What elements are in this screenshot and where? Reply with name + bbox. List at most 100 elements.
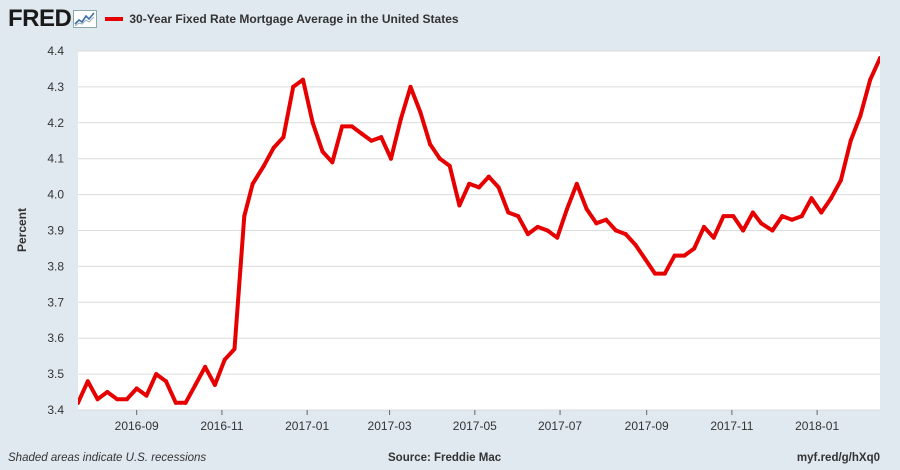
chart-header: FRED 30-Year Fixed Rate Mortgage Average… bbox=[8, 5, 459, 33]
data-point[interactable] bbox=[682, 253, 687, 258]
data-point[interactable] bbox=[789, 217, 794, 222]
data-point[interactable] bbox=[486, 174, 491, 179]
data-point[interactable] bbox=[643, 257, 648, 262]
y-tick-label: 3.8 bbox=[47, 259, 64, 273]
data-point[interactable] bbox=[467, 181, 472, 186]
data-point[interactable] bbox=[848, 138, 853, 143]
data-point[interactable] bbox=[271, 145, 276, 150]
data-point[interactable] bbox=[144, 393, 149, 398]
data-point[interactable] bbox=[878, 56, 882, 61]
data-point[interactable] bbox=[115, 397, 120, 402]
data-point[interactable] bbox=[408, 84, 413, 89]
data-point[interactable] bbox=[173, 400, 178, 405]
data-point[interactable] bbox=[203, 364, 208, 369]
data-point[interactable] bbox=[261, 163, 266, 168]
data-point[interactable] bbox=[183, 400, 188, 405]
data-point[interactable] bbox=[838, 178, 843, 183]
data-point[interactable] bbox=[164, 379, 169, 384]
data-point[interactable] bbox=[281, 135, 286, 140]
data-point[interactable] bbox=[291, 84, 296, 89]
data-point[interactable] bbox=[212, 382, 217, 387]
data-point[interactable] bbox=[477, 185, 481, 190]
data-point[interactable] bbox=[447, 163, 452, 168]
data-point[interactable] bbox=[428, 142, 433, 147]
data-point[interactable] bbox=[193, 382, 198, 387]
line-chart: 3.4 3.5 3.6 3.7 3.8 3.9 4.0 4.1 4.2 4.3 4.4 2016-0… bbox=[15, 44, 882, 433]
data-point[interactable] bbox=[594, 221, 599, 226]
data-point[interactable] bbox=[359, 131, 364, 136]
data-point[interactable] bbox=[388, 156, 393, 161]
y-tick-label: 4.4 bbox=[47, 44, 64, 58]
data-point[interactable] bbox=[759, 221, 764, 226]
data-point[interactable] bbox=[633, 242, 638, 247]
data-point[interactable] bbox=[711, 235, 716, 240]
data-point[interactable] bbox=[124, 397, 129, 402]
data-point[interactable] bbox=[653, 271, 658, 276]
data-point[interactable] bbox=[623, 232, 628, 237]
data-point[interactable] bbox=[721, 214, 726, 219]
data-point[interactable] bbox=[134, 386, 139, 391]
x-tick-label: 2018-01 bbox=[795, 419, 839, 433]
x-tick-label: 2017-05 bbox=[453, 419, 497, 433]
data-point[interactable] bbox=[349, 124, 354, 129]
x-tick-label: 2017-11 bbox=[710, 419, 753, 433]
data-point[interactable] bbox=[545, 228, 550, 233]
data-point[interactable] bbox=[750, 210, 755, 215]
data-point[interactable] bbox=[95, 397, 100, 402]
data-point[interactable] bbox=[250, 181, 255, 186]
legend-label: 30-Year Fixed Rate Mortgage Average in t… bbox=[129, 12, 459, 26]
data-point[interactable] bbox=[154, 372, 159, 377]
data-point[interactable] bbox=[799, 214, 804, 219]
data-point[interactable] bbox=[418, 110, 423, 115]
data-point[interactable] bbox=[701, 224, 706, 229]
data-point[interactable] bbox=[232, 346, 237, 351]
data-point[interactable] bbox=[555, 235, 560, 240]
recession-note: Shaded areas indicate U.S. recessions bbox=[8, 452, 207, 464]
data-point[interactable] bbox=[76, 400, 80, 405]
data-point[interactable] bbox=[85, 379, 90, 384]
data-point[interactable] bbox=[692, 246, 697, 251]
x-tick-label: 2017-09 bbox=[625, 419, 669, 433]
data-point[interactable] bbox=[535, 224, 540, 229]
data-point[interactable] bbox=[516, 214, 521, 219]
y-tick-label: 3.5 bbox=[47, 367, 64, 381]
data-point[interactable] bbox=[398, 117, 403, 122]
data-point[interactable] bbox=[819, 210, 824, 215]
data-point[interactable] bbox=[770, 228, 775, 233]
data-point[interactable] bbox=[731, 214, 736, 219]
data-point[interactable] bbox=[741, 228, 746, 233]
data-point[interactable] bbox=[672, 253, 677, 258]
data-point[interactable] bbox=[300, 77, 305, 82]
data-point[interactable] bbox=[525, 232, 530, 237]
data-point[interactable] bbox=[506, 210, 511, 215]
data-point[interactable] bbox=[105, 390, 110, 395]
y-tick-label: 4.3 bbox=[47, 80, 64, 94]
data-point[interactable] bbox=[330, 160, 335, 165]
data-point[interactable] bbox=[868, 77, 873, 82]
data-point[interactable] bbox=[437, 156, 442, 161]
y-tick-label: 4.1 bbox=[47, 152, 64, 166]
data-point[interactable] bbox=[829, 196, 834, 201]
data-point[interactable] bbox=[310, 120, 315, 125]
y-tick-label: 4.2 bbox=[47, 116, 64, 130]
data-point[interactable] bbox=[496, 185, 501, 190]
data-point[interactable] bbox=[457, 203, 462, 208]
series-group bbox=[76, 56, 882, 405]
data-point[interactable] bbox=[379, 135, 384, 140]
data-point[interactable] bbox=[340, 124, 345, 129]
data-point[interactable] bbox=[320, 149, 325, 154]
data-point[interactable] bbox=[858, 113, 863, 118]
data-point[interactable] bbox=[604, 217, 609, 222]
data-point[interactable] bbox=[574, 181, 579, 186]
data-point[interactable] bbox=[369, 138, 374, 143]
data-point[interactable] bbox=[662, 271, 667, 276]
fred-logo[interactable]: FRED bbox=[8, 5, 98, 33]
data-point[interactable] bbox=[780, 214, 785, 219]
data-point[interactable] bbox=[242, 214, 247, 219]
data-point[interactable] bbox=[584, 206, 589, 211]
data-point[interactable] bbox=[565, 206, 570, 211]
data-point[interactable] bbox=[809, 196, 814, 201]
data-point[interactable] bbox=[222, 357, 227, 362]
data-point[interactable] bbox=[613, 228, 618, 233]
short-link[interactable]: myf.red/g/hXq0 bbox=[796, 452, 880, 464]
